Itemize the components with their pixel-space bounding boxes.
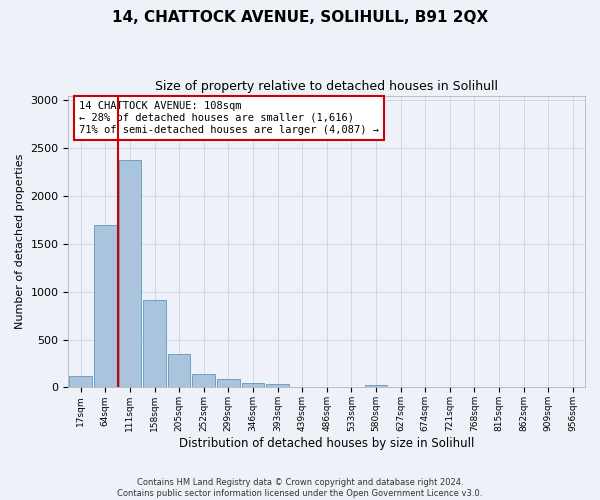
Bar [94,224,116,388]
Text: Contains HM Land Registry data © Crown copyright and database right 2024.
Contai: Contains HM Land Registry data © Crown c… [118,478,482,498]
Bar [266,384,289,388]
Bar [143,300,166,388]
Title: Size of property relative to detached houses in Solihull: Size of property relative to detached ho… [155,80,498,93]
Bar [119,160,141,388]
Bar [70,376,92,388]
Bar [193,374,215,388]
Bar [365,384,387,388]
X-axis label: Distribution of detached houses by size in Solihull: Distribution of detached houses by size … [179,437,475,450]
Bar [217,380,239,388]
Bar [168,354,190,388]
Y-axis label: Number of detached properties: Number of detached properties [15,154,25,329]
Text: 14, CHATTOCK AVENUE, SOLIHULL, B91 2QX: 14, CHATTOCK AVENUE, SOLIHULL, B91 2QX [112,10,488,25]
Bar [242,382,264,388]
Text: 14 CHATTOCK AVENUE: 108sqm
← 28% of detached houses are smaller (1,616)
71% of s: 14 CHATTOCK AVENUE: 108sqm ← 28% of deta… [79,102,379,134]
